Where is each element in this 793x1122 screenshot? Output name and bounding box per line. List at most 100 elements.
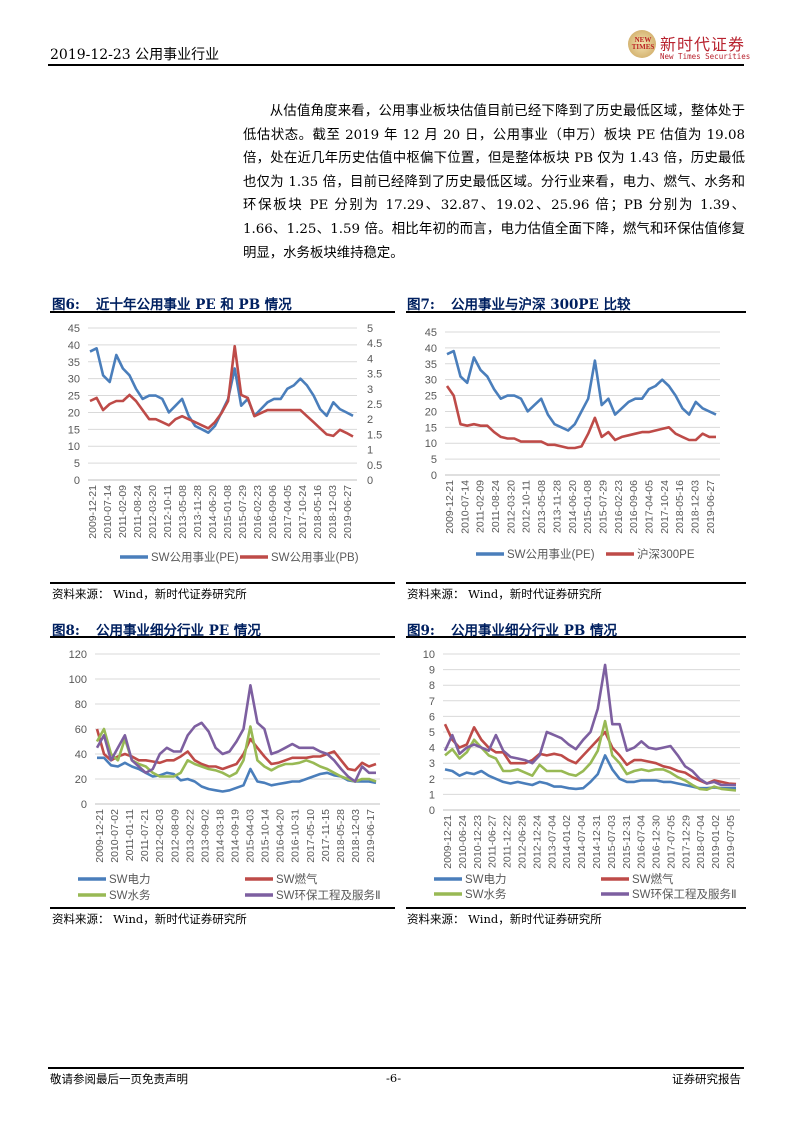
figure-title: 公用事业细分行业 PB 情况 (451, 623, 617, 639)
y2-tick-label: 4 (367, 353, 373, 365)
chart-fig9: 0 1 2 3 4 5 6 7 8 9 10 2009-12-21 2010-06-24 2010-12-… (423, 649, 740, 901)
x-tick-label: 2013-05-08 (536, 480, 548, 534)
series-line-1 (89, 346, 354, 434)
y2-tick-label: 0 (367, 475, 373, 487)
x-tick-label: 2016-07-04 (636, 815, 648, 869)
y-tick-label: 35 (68, 357, 80, 369)
series-line-2 (89, 344, 354, 438)
x-tick-label: 2010-07-02 (109, 809, 121, 863)
figure-divider (406, 907, 746, 909)
x-tick-label: 2018-12-03 (327, 485, 339, 539)
figure-7-title: 图7: 公用事业与沪深 300PE 比较 (407, 293, 631, 313)
figure-divider (50, 907, 395, 909)
x-tick-label: 2013-02-22 (184, 809, 196, 863)
y-tick-label: 30 (425, 375, 437, 387)
series-line-4 (95, 683, 376, 783)
legend-label: SW燃气 (276, 872, 318, 886)
y2-tick-label: 0.5 (367, 460, 382, 472)
y2-tick-label: 1 (367, 445, 373, 457)
y-tick-label: 25 (68, 391, 80, 403)
y-tick-label: 60 (75, 724, 87, 736)
x-tick-label: 2016-09-06 (628, 480, 640, 534)
x-tick-label: 2010-07-14 (102, 485, 114, 539)
x-tick-label: 2010-12-23 (472, 815, 484, 869)
x-tick-label: 2011-07-21 (139, 809, 151, 862)
y-tick-label: 20 (75, 774, 87, 786)
legend-label: SW水务 (465, 887, 507, 901)
y-tick-label: 0 (81, 799, 87, 811)
x-tick-label: 2014-09-19 (229, 809, 241, 863)
x-tick-label: 2015-07-29 (597, 480, 609, 534)
y-tick-label: 5 (429, 727, 435, 739)
series-line-3 (95, 725, 377, 783)
x-tick-label: 2018-12-03 (690, 480, 702, 534)
y-tick-label: 15 (68, 424, 80, 436)
x-tick-label: 2015-07-29 (237, 485, 249, 539)
y2-tick-label: 2 (367, 414, 373, 426)
series-line-2 (95, 728, 377, 772)
y-tick-label: 10 (423, 649, 435, 661)
x-tick-label: 2017-10-24 (297, 485, 309, 539)
x-tick-label: 2018-05-16 (674, 480, 686, 534)
y-tick-label: 80 (75, 699, 87, 711)
y2-tick-label: 5 (367, 323, 373, 335)
y-tick-label: 25 (425, 391, 437, 403)
figure-label: 图6: (52, 297, 80, 313)
y-tick-label: 0 (74, 475, 80, 487)
series-line-3 (444, 719, 737, 792)
x-tick-label: 2014-12-31 (591, 815, 603, 869)
y-tick-label: 120 (69, 649, 87, 661)
y-tick-label: 7 (429, 696, 435, 708)
y-tick-label: 15 (425, 422, 437, 434)
y-tick-label: 35 (425, 359, 437, 371)
x-tick-label: 2012-06-28 (516, 815, 528, 869)
logo-chinese-name: 新时代证券 (660, 35, 746, 54)
x-tick-label: 2011-08-24 (132, 485, 144, 538)
chart-fig7: 0 5 10 15 20 25 30 35 40 45 2009-12-21 2010-07-14 20… (425, 327, 720, 561)
figure-label: 图7: (407, 297, 435, 313)
figure-label: 图9: (407, 623, 435, 639)
x-tick-label: 2017-04-05 (643, 480, 655, 534)
x-tick-label: 2012-10-11 (162, 485, 174, 538)
figure-title: 公用事业与沪深 300PE 比较 (451, 297, 631, 313)
x-tick-label: 2018-05-16 (312, 485, 324, 539)
x-tick-label: 2013-11-28 (551, 480, 563, 533)
x-tick-label: 2012-10-11 (521, 480, 533, 533)
company-logo: NEW TIMES 新时代证券 New Times Securities (628, 30, 750, 64)
x-tick-label: 2019-06-27 (342, 485, 354, 539)
x-tick-label: 2012-03-20 (505, 480, 517, 534)
legend-label: SW公用事业(PB) (271, 551, 359, 564)
figure-divider (50, 636, 395, 638)
x-tick-label: 2017-11-15 (320, 809, 332, 862)
x-tick-label: 2015-12-31 (621, 815, 633, 869)
y-tick-label: 20 (425, 406, 437, 418)
x-tick-label: 2011-02-09 (475, 480, 487, 533)
x-tick-label: 2014-06-20 (207, 485, 219, 539)
figure-label: 图8: (52, 623, 80, 639)
series-line-2 (443, 723, 737, 786)
x-tick-label: 2012-03-20 (147, 485, 159, 539)
x-tick-label: 2014-03-18 (214, 809, 226, 863)
y-tick-label: 0 (429, 805, 435, 817)
figure-divider (50, 311, 395, 313)
legend-label: SW环保工程及服务Ⅱ (632, 887, 737, 901)
figure-title: 公用事业细分行业 PE 情况 (96, 623, 261, 639)
x-tick-label: 2015-07-03 (606, 815, 618, 869)
y-tick-label: 4 (429, 743, 435, 755)
disclaimer-note: 敬请参阅最后一页免责声明 (50, 1072, 188, 1086)
legend-label: SW电力 (109, 873, 151, 886)
x-tick-label: 2016-09-06 (267, 485, 279, 539)
y2-tick-label: 2.5 (367, 399, 382, 411)
x-tick-label: 2009-12-21 (442, 815, 454, 869)
x-tick-label: 2011-12-22 (502, 815, 514, 868)
x-tick-label: 2019-01-02 (710, 815, 722, 869)
x-tick-label: 2011-01-11 (124, 809, 136, 861)
x-tick-label: 2013-05-08 (177, 485, 189, 539)
figure-6-title: 图6: 近十年公用事业 PE 和 PB 情况 (52, 293, 292, 313)
x-tick-label: 2012-02-03 (154, 809, 166, 863)
legend-label: SW公用事业(PE) (151, 551, 239, 564)
x-tick-label: 2016-04-20 (275, 809, 287, 863)
series-line-2 (445, 385, 716, 450)
x-tick-label: 2016-12-30 (651, 815, 663, 869)
